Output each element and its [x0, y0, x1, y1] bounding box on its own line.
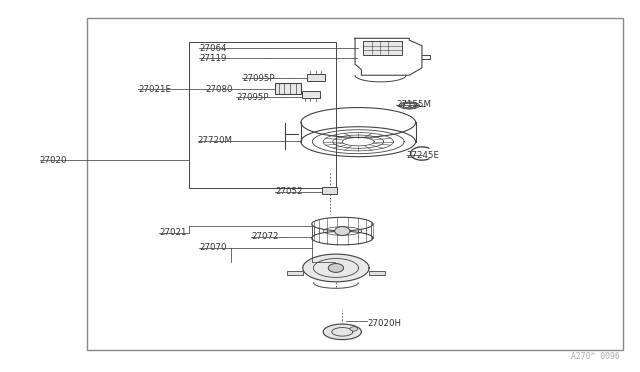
Polygon shape	[323, 324, 362, 340]
Text: 27020: 27020	[40, 155, 67, 165]
Bar	[287, 271, 303, 275]
Bar	[307, 74, 325, 81]
Bar	[369, 271, 385, 275]
Bar	[364, 41, 401, 55]
Text: 27095P: 27095P	[236, 93, 268, 102]
Bar	[275, 83, 301, 94]
Bar	[189, 42, 336, 188]
Text: 27021: 27021	[159, 228, 187, 237]
Text: 27020H: 27020H	[367, 319, 401, 328]
Text: 27064: 27064	[199, 44, 227, 53]
Text: A270^ 0096: A270^ 0096	[571, 352, 620, 361]
Circle shape	[350, 327, 358, 331]
Text: 27095P: 27095P	[243, 74, 275, 83]
Text: 27070: 27070	[199, 243, 227, 252]
Circle shape	[335, 227, 350, 235]
Circle shape	[328, 263, 344, 272]
Bar	[88, 18, 623, 350]
Text: 27021E: 27021E	[138, 85, 172, 94]
Polygon shape	[303, 254, 369, 282]
Text: 27072: 27072	[251, 232, 278, 241]
Bar	[322, 187, 337, 194]
Text: 27052: 27052	[275, 187, 303, 196]
Text: 27720M: 27720M	[198, 137, 233, 145]
Bar	[302, 92, 320, 98]
Text: 27155M: 27155M	[396, 100, 431, 109]
Text: 27245E: 27245E	[406, 151, 440, 160]
Text: 27080: 27080	[205, 85, 233, 94]
Text: 27119: 27119	[199, 54, 227, 63]
